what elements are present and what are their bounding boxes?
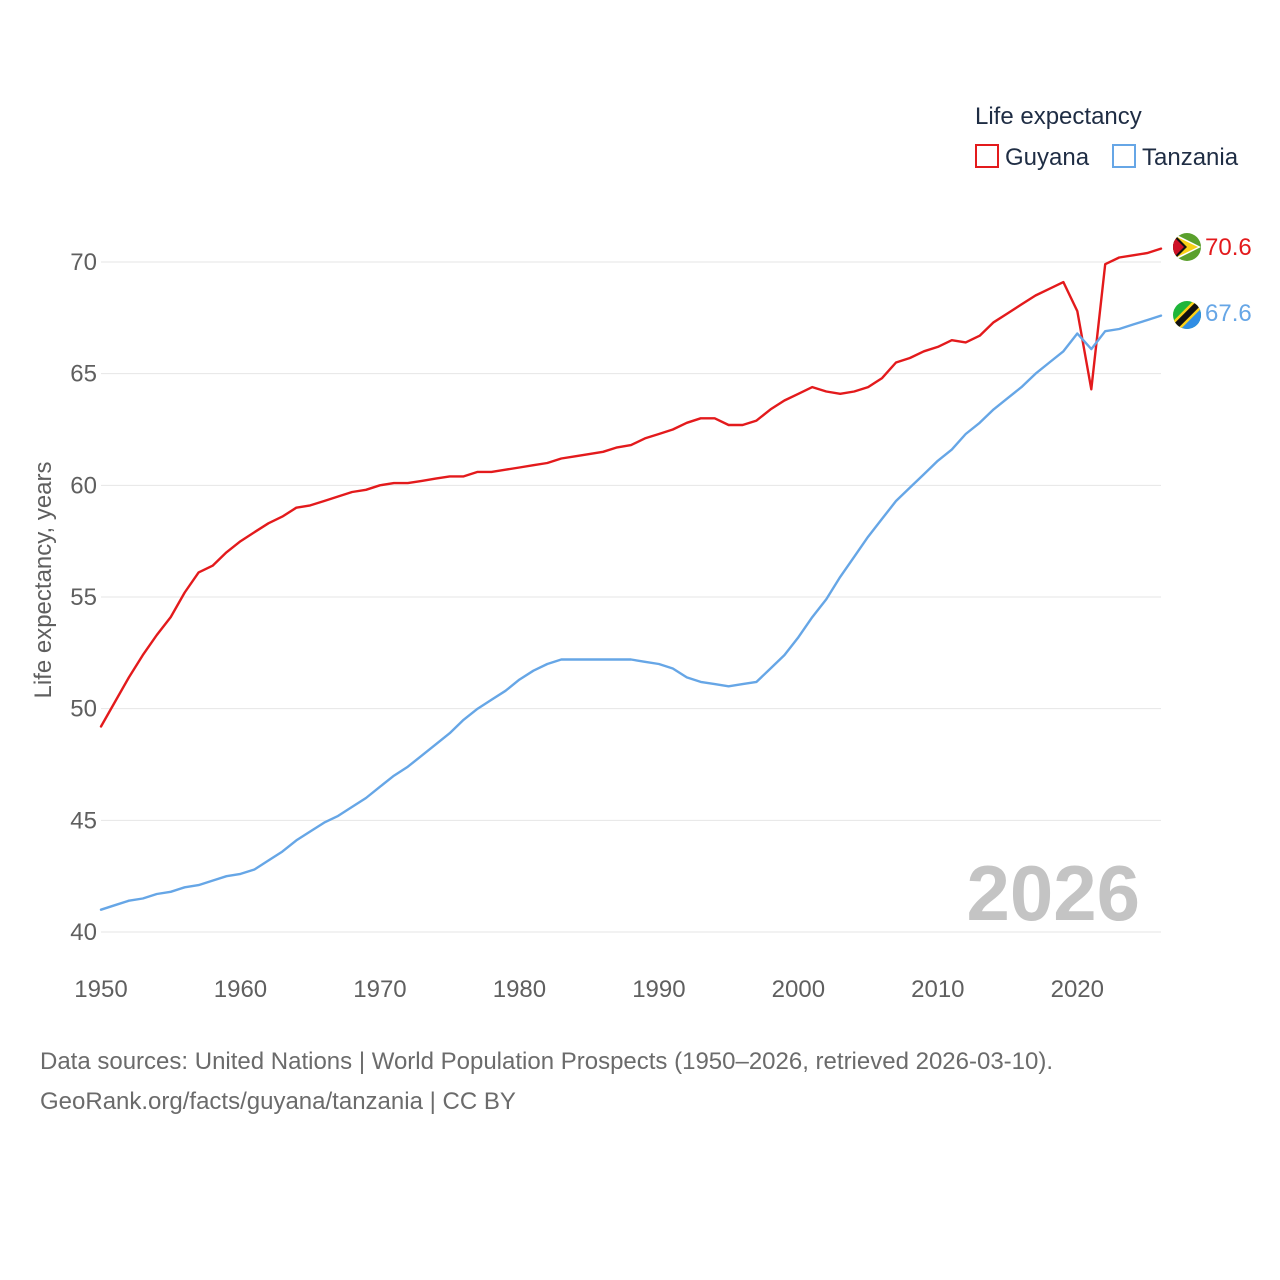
y-tick-label: 40 [70, 919, 97, 946]
y-tick-label: 55 [70, 584, 97, 611]
y-tick-label: 65 [70, 361, 97, 388]
legend-swatch-guyana [975, 144, 999, 168]
legend-title: Life expectancy [975, 103, 1142, 130]
series-line-guyana [99, 247, 1163, 728]
legend-item-tanzania[interactable]: Tanzania [1112, 144, 1239, 171]
legend: Life expectancy Guyana Tanzania [975, 103, 1239, 171]
legend-item-guyana[interactable]: Guyana [975, 144, 1090, 171]
series-lines [99, 247, 1163, 911]
end-label-guyana: 70.6 [1205, 234, 1252, 261]
legend-swatch-tanzania [1112, 144, 1136, 168]
x-tick-label: 1990 [632, 976, 685, 1003]
x-tick-label: 2010 [911, 976, 964, 1003]
x-tick-label: 1970 [353, 976, 406, 1003]
legend-label-tanzania: Tanzania [1142, 144, 1239, 171]
footer-source-line: Data sources: United Nations | World Pop… [40, 1048, 1054, 1075]
x-tick-label: 1950 [74, 976, 127, 1003]
y-tick-label: 60 [70, 472, 97, 499]
series-line-tanzania [99, 314, 1163, 911]
y-tick-label: 45 [70, 807, 97, 834]
x-tick-label: 1980 [493, 976, 546, 1003]
x-tick-label: 2000 [772, 976, 825, 1003]
x-axis-ticks: 1950 1960 1970 1980 1990 2000 2010 2020 [74, 976, 1104, 1003]
y-axis-label: Life expectancy, years [30, 461, 57, 698]
x-tick-label: 1960 [214, 976, 267, 1003]
line-chart: 40 45 50 55 60 65 70 1950 1960 1970 1980 1990 2000 2… [30, 103, 1252, 1003]
y-axis-ticks: 40 45 50 55 60 65 70 [70, 249, 97, 946]
y-tick-label: 50 [70, 696, 97, 723]
tanzania-flag-icon [1173, 301, 1201, 329]
footer-source: Data sources: United Nations | World Pop… [40, 1042, 1053, 1122]
end-label-tanzania: 67.6 [1205, 300, 1252, 327]
grid-lines [101, 261, 1161, 933]
legend-label-guyana: Guyana [1005, 144, 1090, 171]
x-tick-label: 2020 [1051, 976, 1104, 1003]
footer-credit-line: GeoRank.org/facts/guyana/tanzania | CC B… [40, 1088, 516, 1115]
current-year-label: 2026 [966, 849, 1140, 937]
guyana-flag-icon [1173, 233, 1201, 261]
y-tick-label: 70 [70, 249, 97, 276]
